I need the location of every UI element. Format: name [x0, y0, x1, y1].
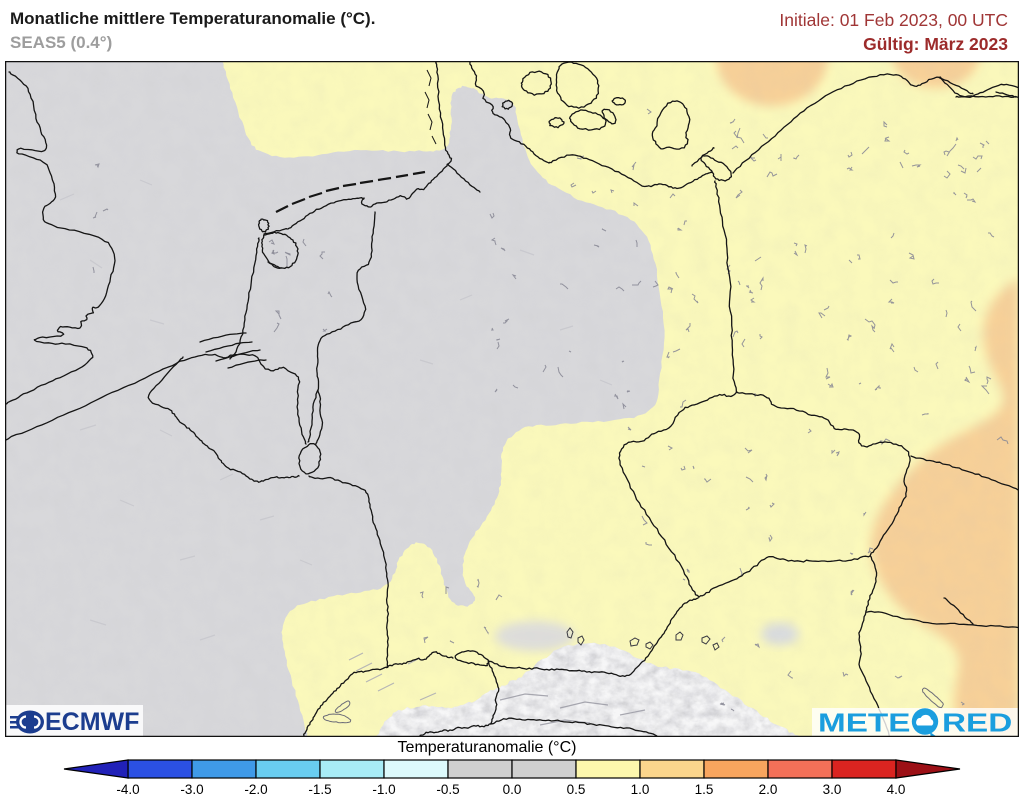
svg-text:-1.5: -1.5	[308, 782, 331, 797]
svg-text:ECMWF: ECMWF	[45, 708, 139, 736]
svg-text:0.5: 0.5	[567, 782, 586, 797]
svg-text:1.5: 1.5	[695, 782, 714, 797]
svg-text:0.0: 0.0	[503, 782, 522, 797]
svg-text:-0.5: -0.5	[436, 782, 459, 797]
svg-text:2.0: 2.0	[759, 782, 778, 797]
svg-text:METE: METE	[818, 709, 910, 737]
svg-text:-4.0: -4.0	[116, 782, 139, 797]
svg-text:-2.0: -2.0	[244, 782, 267, 797]
svg-text:1.0: 1.0	[631, 782, 650, 797]
svg-text:4.0: 4.0	[887, 782, 906, 797]
svg-text:-3.0: -3.0	[180, 782, 203, 797]
svg-text:3.0: 3.0	[823, 782, 842, 797]
svg-text:RED: RED	[942, 709, 1012, 737]
svg-text:-1.0: -1.0	[372, 782, 395, 797]
